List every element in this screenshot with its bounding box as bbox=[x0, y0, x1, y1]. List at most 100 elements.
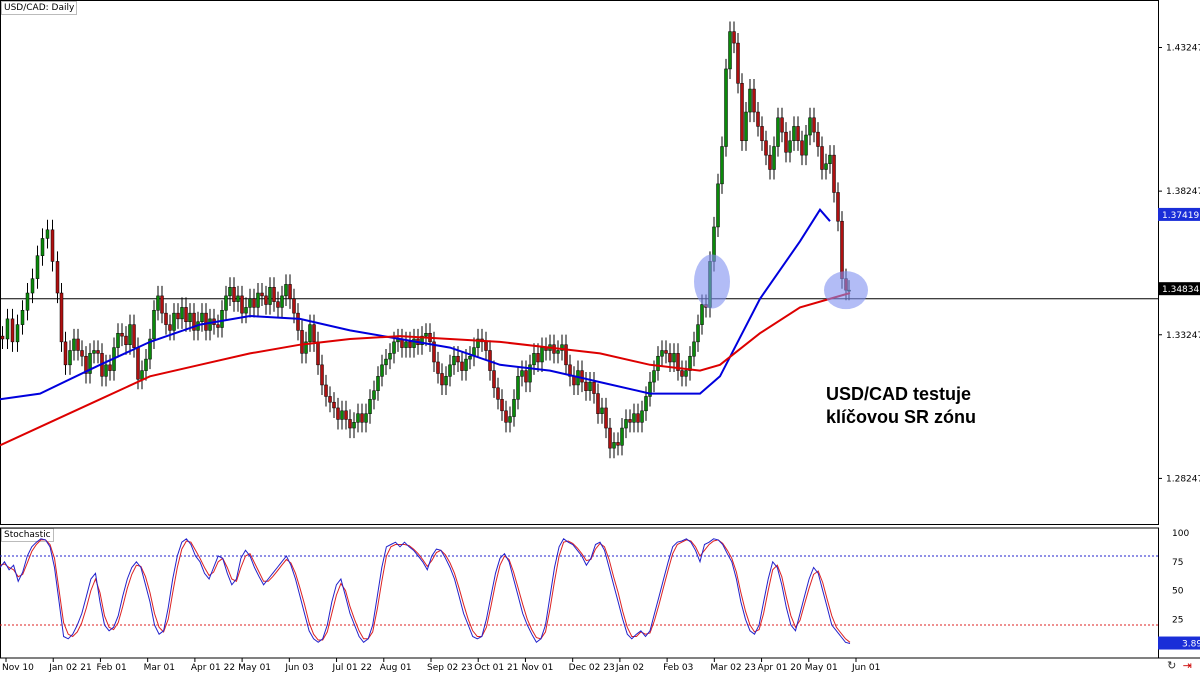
candle-body bbox=[504, 410, 508, 423]
time-tick-label: Feb 03 bbox=[663, 663, 693, 673]
candle-body bbox=[436, 361, 440, 374]
candle-body bbox=[300, 330, 304, 354]
candle-body bbox=[532, 353, 536, 366]
candle-body bbox=[808, 117, 812, 136]
candle-body bbox=[55, 261, 60, 294]
candle-body bbox=[332, 401, 336, 409]
candle-body bbox=[72, 338, 76, 351]
candle-body bbox=[256, 292, 260, 308]
candle-body bbox=[520, 370, 524, 377]
highlight-ellipse-breakout bbox=[694, 254, 730, 309]
candle-body bbox=[716, 183, 720, 228]
candle-body bbox=[516, 376, 520, 400]
candle-body bbox=[216, 324, 220, 328]
candle-body bbox=[812, 117, 816, 133]
candle-body bbox=[592, 381, 596, 394]
candle-body bbox=[640, 410, 644, 423]
candle-body bbox=[348, 419, 352, 429]
candle-body bbox=[528, 364, 532, 383]
stochastic-pane-frame bbox=[0, 527, 1159, 659]
candle-body bbox=[132, 324, 136, 348]
candle-body bbox=[260, 292, 264, 297]
candle-body bbox=[784, 131, 788, 153]
candle-body bbox=[50, 229, 55, 262]
time-tick-label: Jun 01 bbox=[851, 663, 880, 673]
time-tick-label: Jan 02 bbox=[615, 663, 644, 673]
candle-body bbox=[600, 407, 604, 414]
footer-icons: ↻ ⇥ bbox=[1164, 659, 1192, 672]
arrow-right-icon[interactable]: ⇥ bbox=[1182, 659, 1192, 672]
candle-body bbox=[20, 310, 25, 325]
candle-body bbox=[272, 287, 276, 302]
candle-body bbox=[296, 312, 300, 331]
candle-body bbox=[776, 117, 780, 147]
candle-body bbox=[500, 399, 504, 412]
candle-body bbox=[788, 140, 792, 153]
candle-body bbox=[76, 338, 80, 351]
stochastic-tick-label: 75 bbox=[1172, 558, 1183, 568]
stochastic-tick-label: 25 bbox=[1172, 615, 1183, 625]
time-tick-label: Jul 01 22 bbox=[332, 663, 373, 673]
candle-body bbox=[412, 338, 416, 348]
candle-body bbox=[324, 384, 328, 397]
candle-body bbox=[344, 410, 348, 420]
candle-body bbox=[836, 192, 840, 222]
candle-body bbox=[676, 353, 680, 371]
candle-body bbox=[144, 358, 148, 371]
candle-body bbox=[312, 324, 316, 343]
time-tick-label: Jan 02 21 bbox=[48, 663, 92, 673]
candle-body bbox=[104, 364, 108, 377]
candle-body bbox=[588, 381, 592, 391]
candle-body bbox=[680, 370, 684, 377]
time-tick-label: Sep 02 23 bbox=[427, 663, 473, 673]
candle-body bbox=[660, 350, 664, 357]
candle-body bbox=[5, 318, 10, 340]
candle-body bbox=[728, 31, 732, 70]
candle-body bbox=[468, 355, 472, 360]
candle-body bbox=[444, 376, 448, 386]
candle-body bbox=[184, 307, 188, 323]
candle-body bbox=[68, 350, 72, 366]
candle-body bbox=[424, 332, 428, 337]
main-pane-frame bbox=[0, 0, 1159, 525]
candle-body bbox=[452, 355, 456, 366]
candle-body bbox=[816, 131, 820, 147]
candle-body bbox=[796, 126, 800, 142]
candle-body bbox=[624, 419, 628, 429]
time-tick-label: Feb 01 bbox=[96, 663, 126, 673]
candle-body bbox=[88, 353, 92, 374]
candle-body bbox=[456, 355, 460, 363]
candle-body bbox=[188, 312, 192, 323]
candle-body bbox=[840, 220, 844, 279]
chart-title: USD/CAD: Daily bbox=[1, 1, 78, 15]
annotation-line-1: USD/CAD testuje bbox=[826, 384, 972, 404]
candle-body bbox=[668, 353, 672, 363]
candle-body bbox=[148, 338, 152, 360]
candle-body bbox=[684, 370, 688, 377]
candle-body bbox=[192, 312, 196, 331]
sync-icon[interactable]: ↻ bbox=[1167, 659, 1177, 672]
candle-body bbox=[652, 370, 656, 383]
candle-body bbox=[264, 295, 268, 305]
candle-body bbox=[448, 364, 452, 377]
candle-body bbox=[30, 278, 35, 294]
candle-body bbox=[152, 310, 156, 340]
candle-body bbox=[128, 324, 132, 345]
candle-body bbox=[664, 350, 668, 354]
candle-body bbox=[432, 341, 436, 363]
time-tick-label: Mar 02 23 bbox=[710, 663, 756, 673]
candle-body bbox=[564, 344, 568, 366]
stochastic-signal-line bbox=[0, 539, 851, 643]
candle-body bbox=[140, 370, 144, 380]
candle-body bbox=[724, 68, 728, 147]
time-tick-label: Nov 01 bbox=[521, 663, 553, 673]
candle-body bbox=[240, 295, 244, 314]
time-tick-label: May 01 bbox=[238, 663, 271, 673]
candle-body bbox=[612, 442, 616, 449]
candle-body bbox=[440, 373, 444, 386]
candle-body bbox=[35, 255, 40, 279]
candle-body bbox=[508, 416, 512, 423]
candle-body bbox=[688, 355, 692, 371]
candle-body bbox=[628, 419, 632, 423]
